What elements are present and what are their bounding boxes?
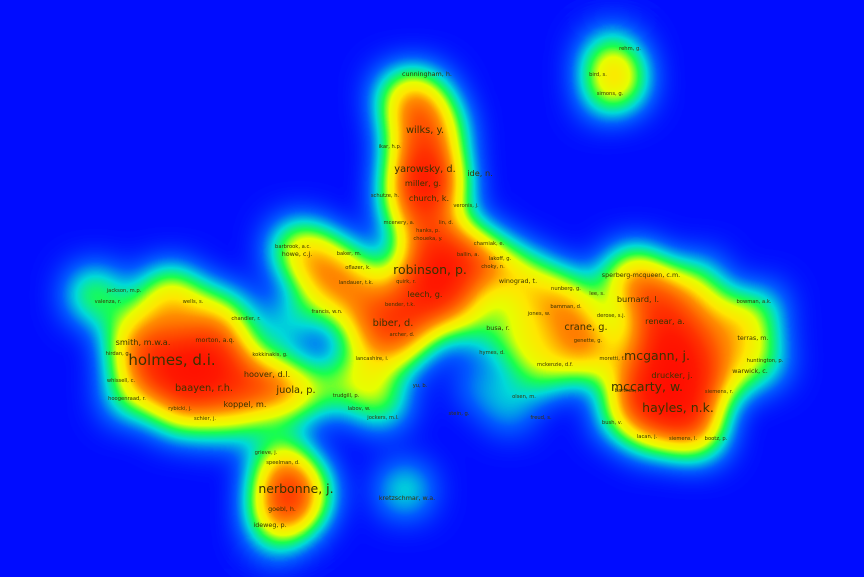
author-label: lancashire, i.	[356, 356, 389, 362]
author-label: genette, g.	[574, 338, 603, 344]
author-label: freud, s.	[530, 415, 552, 421]
author-label: valenza, r.	[95, 299, 122, 305]
author-label: barthes, r.	[615, 388, 642, 394]
author-label: whissell, c.	[107, 378, 136, 384]
author-label: siemens, l.	[669, 436, 697, 442]
author-label: speelman, d.	[266, 460, 300, 466]
author-labels: rehm, g. bird, s. simons, g. cunningham, h.…	[95, 46, 784, 529]
author-label: lin, d.	[439, 220, 454, 226]
author-label: hanks, p.	[416, 228, 440, 234]
author-label: sperberg-mcqueen, c.m.	[602, 271, 680, 279]
author-label: hoover, d.l.	[244, 369, 290, 379]
author-label: baayen, r.h.	[175, 383, 233, 394]
author-label: oflazer, k.	[345, 265, 371, 271]
author-label: koppel, m.	[224, 399, 267, 409]
author-label: winograd, t.	[499, 277, 537, 285]
author-label: choueka, y.	[413, 236, 443, 242]
author-label: simons, g.	[597, 91, 624, 97]
author-label: lacan, j.	[637, 434, 658, 440]
author-label: labov, w.	[348, 406, 371, 412]
author-label: hoogenraad, r.	[108, 396, 146, 402]
author-label: ikar, h.p.	[379, 144, 402, 150]
author-label: robinson, p.	[393, 262, 467, 277]
author-label: hirdan, g.	[106, 351, 131, 357]
author-label: howe, c.j.	[282, 250, 313, 258]
author-label: jackson, m.p.	[106, 288, 142, 294]
author-label: grieve, j.	[255, 450, 278, 456]
author-label: cunningham, h.	[402, 70, 452, 78]
author-label: baker, m.	[337, 251, 362, 257]
author-label: wells, s.	[183, 299, 204, 305]
author-label: holmes, d.i.	[128, 351, 215, 369]
author-label: schier, j.	[194, 416, 216, 422]
author-label: church, k.	[409, 193, 449, 203]
author-label: derose, s.j.	[597, 313, 626, 319]
author-label: drucker, j.	[651, 370, 692, 380]
author-label: veronis, j.	[453, 203, 479, 209]
author-label: burnard, l.	[617, 294, 659, 304]
author-label: ide, n.	[467, 168, 493, 178]
author-label: crane, g.	[564, 322, 607, 333]
author-label: quirk, r.	[396, 279, 416, 285]
author-label: francis, w.n.	[311, 309, 342, 315]
author-label: siemens, r.	[705, 389, 734, 395]
author-label: bush, v.	[602, 420, 623, 426]
author-label: olsen, m.	[512, 394, 536, 400]
author-label: mckenzie, d.f.	[537, 362, 573, 368]
author-label: juola, p.	[275, 385, 315, 396]
author-label: landauer, t.k.	[339, 280, 374, 286]
author-label: hymes, d.	[479, 350, 505, 356]
author-label: bird, s.	[589, 72, 607, 78]
author-label: hayles, n.k.	[642, 400, 714, 415]
author-label: jockers, m.l.	[366, 415, 399, 421]
author-label: ideweg, p.	[253, 521, 286, 529]
author-label: mccarty, w.	[611, 379, 683, 394]
author-label: jones, w.	[527, 311, 551, 317]
author-label: leech, g.	[407, 289, 442, 299]
author-label: ballin, a.	[457, 252, 480, 258]
author-label: kokkinakis, g.	[252, 352, 288, 358]
author-label: rehm, g.	[619, 46, 641, 52]
author-label: chandler, r.	[231, 316, 261, 322]
author-label: nerbonne, j.	[258, 481, 333, 496]
author-label: bender, t.k.	[385, 302, 415, 308]
author-label: nunberg, g.	[551, 286, 581, 292]
author-label: bamman, d.	[550, 304, 582, 310]
author-label: yu, b.	[413, 383, 428, 389]
author-label: charniak, e.	[474, 241, 505, 247]
author-label: bowman, a.k.	[736, 299, 771, 305]
author-label: renear, a.	[645, 316, 685, 326]
author-label: archer, d.	[390, 332, 415, 338]
author-label: mcenery, a.	[384, 220, 415, 226]
author-label: lakoff, g.	[489, 256, 512, 262]
author-label: lee, s.	[589, 291, 605, 297]
author-label: miller, g.	[405, 178, 441, 188]
author-label: morton, a.q.	[195, 336, 234, 344]
author-label: goebl, h.	[268, 505, 296, 513]
author-label: schutze, h.	[371, 193, 400, 199]
author-label: wilks, y.	[406, 125, 444, 136]
author-label: huntington, p.	[747, 358, 784, 364]
author-label: choky, n.	[481, 264, 505, 270]
author-label: yarowsky, d.	[394, 164, 455, 175]
author-label: barbrook, a.c.	[275, 244, 311, 250]
author-label: bootz, p.	[705, 436, 728, 442]
author-label: smith, m.w.a.	[116, 337, 171, 347]
author-label: busa, r.	[486, 324, 510, 332]
author-label: warwick, c.	[732, 367, 768, 375]
author-label: terras, m.	[737, 334, 768, 342]
author-label: moretti, f.	[599, 356, 625, 362]
author-label: mcgann, j.	[624, 348, 690, 363]
author-label: biber, d.	[373, 318, 414, 329]
author-label: kretzschmar, w.a.	[379, 494, 435, 502]
author-label: rybicki, j.	[168, 406, 192, 412]
author-label: trudgill, p.	[333, 393, 360, 399]
author-label: stein, g.	[449, 411, 470, 417]
